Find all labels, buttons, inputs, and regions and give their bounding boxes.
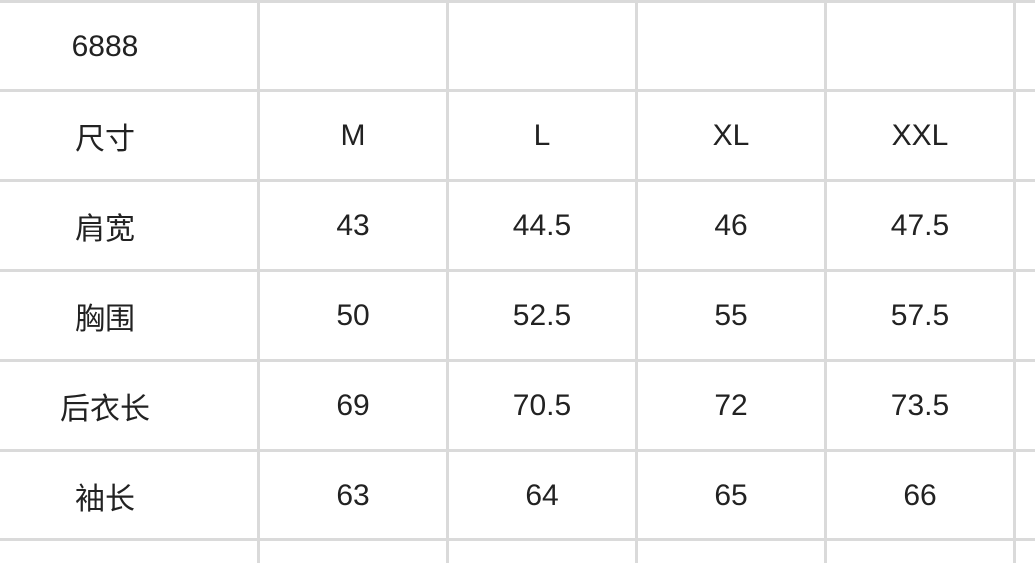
- table-cell: 72: [714, 389, 748, 422]
- grid-line-horizontal: [0, 89, 1035, 92]
- grid-line-vertical: [446, 0, 449, 563]
- model-number: 6888: [71, 30, 139, 63]
- size-header: XL: [712, 119, 750, 152]
- table-cell: 46: [714, 209, 748, 242]
- table-cell: 73.5: [890, 389, 950, 422]
- table-cell: 66: [903, 479, 937, 512]
- table-cell: 70.5: [512, 389, 572, 422]
- row-label: 肩宽: [75, 213, 135, 246]
- table-cell: 64: [525, 479, 559, 512]
- grid-line-vertical: [257, 0, 260, 563]
- header-label: 尺寸: [75, 123, 135, 156]
- size-header: L: [533, 119, 551, 152]
- table-cell: 52.5: [512, 299, 572, 332]
- table-cell: 55: [714, 299, 748, 332]
- grid-line-horizontal: [0, 179, 1035, 182]
- table-cell: 47.5: [890, 209, 950, 242]
- size-header: M: [340, 119, 366, 152]
- row-label: 后衣长: [60, 393, 150, 426]
- grid-line-horizontal: [0, 359, 1035, 362]
- row-label: 胸围: [75, 303, 135, 336]
- grid-line-horizontal: [0, 0, 1035, 3]
- table-cell: 57.5: [890, 299, 950, 332]
- size-header: XXL: [891, 119, 949, 152]
- grid-line-horizontal: [0, 538, 1035, 541]
- table-cell: 63: [336, 479, 370, 512]
- grid-line-horizontal: [0, 449, 1035, 452]
- row-label: 袖长: [75, 483, 135, 516]
- table-cell: 44.5: [512, 209, 572, 242]
- table-cell: 43: [336, 209, 370, 242]
- table-cell: 50: [336, 299, 370, 332]
- table-cell: 65: [714, 479, 748, 512]
- table-cell: 69: [336, 389, 370, 422]
- grid-line-vertical: [1013, 0, 1016, 563]
- grid-line-vertical: [824, 0, 827, 563]
- grid-line-horizontal: [0, 269, 1035, 272]
- grid-line-vertical: [635, 0, 638, 563]
